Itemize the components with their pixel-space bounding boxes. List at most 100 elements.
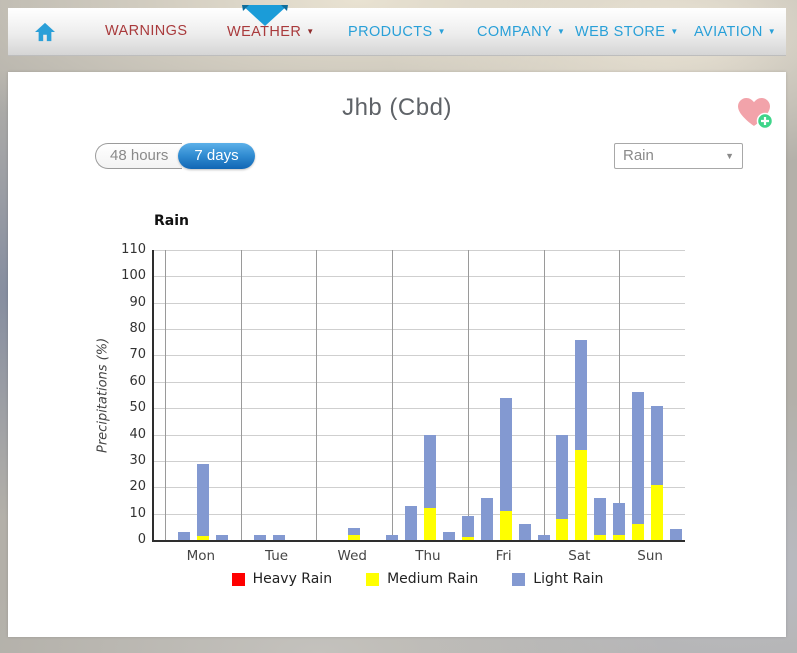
x-axis-label-fri: Fri — [495, 548, 512, 564]
legend-swatch — [366, 572, 380, 586]
bar-stack — [556, 434, 569, 540]
bar-segment-medium-rain — [594, 534, 607, 540]
nav-item-company[interactable]: COMPANY ▼ — [477, 8, 565, 55]
bar-segment-light-rain — [196, 463, 209, 537]
bar-stack — [442, 532, 455, 540]
x-axis-label-mon: Mon — [186, 548, 216, 564]
legend-swatch — [512, 572, 526, 586]
bar-stack — [480, 497, 493, 540]
bar-segment-light-rain — [348, 528, 361, 535]
bar-stack — [386, 534, 399, 540]
bar-segment-light-rain — [632, 392, 645, 525]
y-axis-label: Precipitations (%) — [95, 337, 111, 453]
bar-stack — [461, 516, 474, 540]
bar-segment-light-rain — [594, 497, 607, 535]
chart-title: Rain — [154, 213, 189, 229]
bar-segment-medium-rain — [461, 537, 474, 540]
y-tick-label: 90 — [129, 294, 146, 310]
v-gridline — [165, 250, 166, 540]
nav-label-company: COMPANY — [477, 24, 553, 40]
bar-stack — [423, 434, 436, 540]
bar-stack — [669, 529, 682, 540]
h-gridline — [154, 408, 685, 410]
bar-segment-medium-rain — [632, 524, 645, 540]
x-axis-label-sat: Sat — [568, 548, 591, 564]
toggle-7-days[interactable]: 7 days — [178, 143, 255, 169]
bar-stack — [537, 534, 550, 540]
y-tick-label: 10 — [129, 505, 146, 521]
bar-segment-light-rain — [537, 534, 550, 540]
bar-stack — [518, 524, 531, 540]
x-axis-label-thu: Thu — [415, 548, 441, 564]
h-gridline — [154, 302, 685, 304]
y-tick-label: 60 — [129, 373, 146, 389]
h-gridline — [154, 460, 685, 462]
y-tick-label: 30 — [129, 452, 146, 468]
y-tick-label: 40 — [129, 426, 146, 442]
legend-label: Medium Rain — [387, 571, 479, 587]
x-axis-label-sun: Sun — [637, 548, 663, 564]
bar-segment-light-rain — [461, 516, 474, 538]
bar-stack — [613, 503, 626, 540]
legend-item: Light Rain — [512, 571, 603, 587]
x-axis-label-wed: Wed — [337, 548, 367, 564]
h-gridline — [154, 276, 685, 278]
bar-stack — [499, 397, 512, 540]
bar-segment-light-rain — [669, 529, 682, 540]
nav-item-weather[interactable]: WEATHER ▼ — [227, 8, 315, 55]
bar-segment-medium-rain — [499, 511, 512, 540]
nav-item-aviation[interactable]: AVIATION ▼ — [694, 8, 776, 55]
v-gridline — [392, 250, 394, 540]
v-gridline — [316, 250, 318, 540]
active-tab-indicator — [242, 5, 288, 26]
legend-label: Light Rain — [533, 571, 604, 587]
y-tick-label: 110 — [121, 242, 146, 257]
bar-stack — [651, 405, 664, 540]
home-icon — [35, 22, 55, 41]
nav-label-aviation: AVIATION — [694, 24, 763, 40]
bar-stack — [253, 534, 266, 540]
y-tick-label: 20 — [129, 479, 146, 495]
bar-segment-light-rain — [480, 497, 493, 540]
h-gridline — [154, 250, 685, 251]
y-tick-label: 100 — [121, 268, 146, 284]
bar-segment-medium-rain — [196, 536, 209, 540]
chevron-down-icon: ▼ — [670, 27, 679, 36]
nav-label-products: PRODUCTS — [348, 24, 433, 40]
bar-segment-light-rain — [575, 339, 588, 451]
metric-select[interactable]: Rain ▼ — [614, 143, 743, 169]
bar-segment-medium-rain — [575, 450, 588, 540]
page-title: Jhb (Cbd) — [342, 94, 452, 121]
bar-segment-light-rain — [442, 532, 455, 540]
y-tick-label: 50 — [129, 400, 146, 416]
banner-arrow-icon — [242, 5, 288, 26]
y-tick-label: 80 — [129, 321, 146, 337]
h-gridline — [154, 513, 685, 515]
bar-segment-light-rain — [499, 397, 512, 511]
bar-segment-light-rain — [423, 434, 436, 509]
plot-area: 0 10 20 30 40 50 60 70 80 90 100 110 — [121, 242, 685, 547]
add-favorite-button[interactable] — [736, 96, 774, 130]
nav-item-web-store[interactable]: WEB STORE ▼ — [575, 8, 679, 55]
toggle-48-hours[interactable]: 48 hours — [95, 143, 183, 169]
v-gridline — [467, 250, 469, 540]
range-toggle: 48 hours 7 days — [95, 143, 255, 169]
chevron-down-icon: ▼ — [557, 27, 566, 36]
h-gridline — [154, 434, 685, 436]
chevron-down-icon: ▼ — [437, 27, 446, 36]
chevron-down-icon: ▼ — [306, 27, 315, 36]
bar-stack — [177, 532, 190, 540]
bar-segment-light-rain — [272, 534, 285, 540]
legend-item: Heavy Rain — [231, 571, 332, 587]
bar-segment-medium-rain — [556, 518, 569, 540]
home-button[interactable] — [34, 8, 56, 55]
chevron-down-icon: ▼ — [767, 27, 777, 36]
top-navbar: WARNINGS WEATHER ▼ PRODUCTS ▼ COMPANY ▼ WEB… — [8, 8, 786, 56]
bar-stack — [632, 392, 645, 540]
x-axis-label-tue: Tue — [265, 548, 289, 564]
bar-segment-light-rain — [556, 434, 569, 519]
x-axis-labels: Mon Tue Wed Thu Fri Sat Sun — [152, 548, 683, 568]
plus-icon — [761, 117, 769, 125]
nav-item-warnings[interactable]: WARNINGS — [105, 8, 187, 55]
nav-item-products[interactable]: PRODUCTS ▼ — [348, 8, 446, 55]
